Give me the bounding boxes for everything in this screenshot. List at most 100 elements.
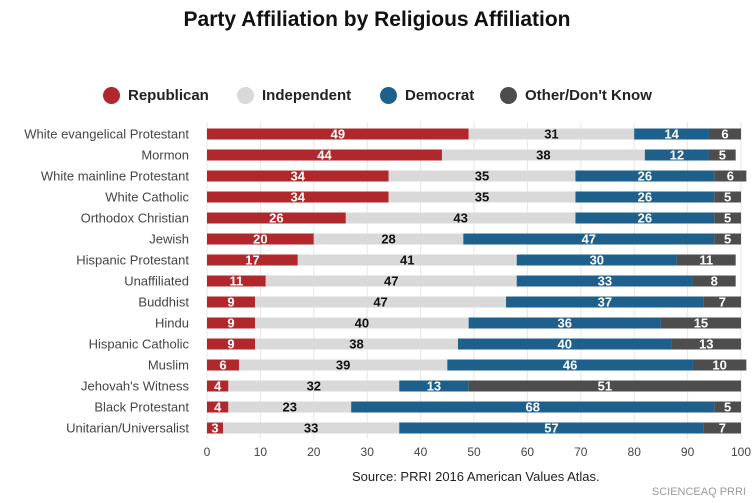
category-label: Jehovah's Witness bbox=[81, 379, 189, 394]
bar-value-label: 26 bbox=[638, 190, 652, 205]
bar-other-don-t-know bbox=[714, 212, 741, 224]
legend-label: Other/Don't Know bbox=[525, 86, 652, 104]
bar-value-label: 38 bbox=[349, 337, 363, 352]
bar-republican bbox=[207, 128, 469, 140]
bar-value-label: 6 bbox=[219, 358, 226, 373]
bar-value-label: 37 bbox=[598, 295, 612, 310]
bar-republican bbox=[207, 422, 224, 434]
bar-republican bbox=[207, 275, 266, 287]
bar-democrat bbox=[575, 191, 715, 203]
bar-republican bbox=[207, 191, 389, 203]
bar-independent bbox=[468, 128, 635, 140]
bar-value-label: 20 bbox=[253, 232, 267, 247]
bar-independent bbox=[239, 359, 448, 371]
x-tick-label: 60 bbox=[521, 445, 535, 459]
bar-value-label: 30 bbox=[590, 253, 604, 268]
stacked-bar-chart: White evangelical Protestant Mormon White … bbox=[24, 122, 751, 459]
x-tick-label: 80 bbox=[628, 445, 642, 459]
bar-republican bbox=[207, 212, 346, 224]
bar-democrat bbox=[575, 212, 715, 224]
bar-republican bbox=[207, 317, 256, 329]
bar-value-label: 5 bbox=[724, 190, 731, 205]
bar-republican bbox=[207, 170, 389, 182]
bar-democrat bbox=[516, 254, 677, 266]
bar-value-label: 23 bbox=[283, 400, 297, 415]
bar-value-label: 12 bbox=[670, 148, 684, 163]
bar-republican bbox=[207, 149, 442, 161]
bar-independent bbox=[223, 422, 400, 434]
bar-value-label: 4 bbox=[214, 400, 222, 415]
bar-value-label: 34 bbox=[291, 190, 306, 205]
category-label: Hispanic Protestant bbox=[76, 253, 189, 268]
bar-value-label: 5 bbox=[724, 400, 731, 415]
bar-other-don-t-know bbox=[468, 380, 741, 392]
bar-value-label: 57 bbox=[544, 421, 558, 436]
bar-value-label: 46 bbox=[563, 358, 577, 373]
legend-label: Republican bbox=[128, 86, 209, 104]
bar-democrat bbox=[468, 317, 661, 329]
bar-value-label: 33 bbox=[304, 421, 318, 436]
bar-other-don-t-know bbox=[671, 338, 741, 350]
bar-value-label: 68 bbox=[526, 400, 540, 415]
bar-value-label: 11 bbox=[699, 253, 713, 268]
bar-democrat bbox=[457, 338, 672, 350]
bar-independent bbox=[228, 401, 352, 413]
legend-label: Independent bbox=[262, 86, 352, 104]
x-tick-label: 30 bbox=[361, 445, 375, 459]
bar-value-label: 51 bbox=[598, 379, 612, 394]
category-labels: White evangelical Protestant Mormon White … bbox=[24, 127, 189, 436]
bar-independent bbox=[388, 191, 576, 203]
bar-democrat bbox=[644, 149, 709, 161]
bar-value-label: 9 bbox=[227, 316, 234, 331]
legend-swatch bbox=[380, 86, 397, 104]
bar-value-label: 3 bbox=[211, 421, 218, 436]
legend-item-democrat: Democrat bbox=[380, 84, 474, 106]
legend-swatch bbox=[103, 86, 120, 104]
category-label: Jewish bbox=[149, 232, 189, 247]
category-label: Orthodox Christian bbox=[81, 211, 189, 226]
bar-value-label: 36 bbox=[558, 316, 572, 331]
bar-democrat bbox=[516, 275, 693, 287]
x-tick-label: 10 bbox=[254, 445, 268, 459]
bar-value-label: 35 bbox=[475, 169, 489, 184]
bar-independent bbox=[265, 275, 517, 287]
category-label: Unaffiliated bbox=[124, 274, 189, 289]
bar-democrat bbox=[399, 422, 704, 434]
bar-value-label: 9 bbox=[227, 337, 234, 352]
bar-value-label: 44 bbox=[317, 148, 332, 163]
bar-value-label: 33 bbox=[598, 274, 612, 289]
bar-democrat bbox=[575, 170, 715, 182]
legend: Republican Independent Democrat Other/Don't… bbox=[0, 84, 754, 106]
bar-democrat bbox=[463, 233, 715, 245]
bar-republican bbox=[207, 338, 256, 350]
legend-item-other-don-t-know: Other/Don't Know bbox=[500, 84, 652, 106]
bar-other-don-t-know bbox=[714, 233, 741, 245]
chart-title: Party Affiliation by Religious Affiliati… bbox=[183, 8, 571, 31]
bar-democrat bbox=[634, 128, 709, 140]
x-tick-label: 40 bbox=[414, 445, 428, 459]
x-tick-label: 100 bbox=[731, 445, 751, 459]
bar-value-label: 43 bbox=[453, 211, 467, 226]
bar-value-label: 34 bbox=[291, 169, 306, 184]
bar-republican bbox=[207, 296, 256, 308]
bar-value-label: 7 bbox=[719, 295, 726, 310]
category-label: Unitarian/Universalist bbox=[66, 421, 189, 436]
x-tick-label: 0 bbox=[204, 445, 211, 459]
bar-democrat bbox=[399, 380, 469, 392]
bar-value-label: 7 bbox=[719, 421, 726, 436]
bar-value-label: 28 bbox=[381, 232, 395, 247]
category-label: Hindu bbox=[155, 316, 189, 331]
bar-value-label: 39 bbox=[336, 358, 350, 373]
bar-value-label: 8 bbox=[711, 274, 718, 289]
bar-independent bbox=[345, 212, 576, 224]
bar-republican bbox=[207, 380, 229, 392]
bar-value-label: 9 bbox=[227, 295, 234, 310]
x-tick-label: 20 bbox=[307, 445, 321, 459]
bar-value-label: 4 bbox=[214, 379, 222, 394]
legend-item-independent: Independent bbox=[237, 84, 351, 106]
bar-value-label: 5 bbox=[724, 232, 731, 247]
x-tick-label: 50 bbox=[467, 445, 481, 459]
bar-value-label: 17 bbox=[245, 253, 259, 268]
bar-republican bbox=[207, 233, 314, 245]
bar-value-label: 32 bbox=[307, 379, 321, 394]
